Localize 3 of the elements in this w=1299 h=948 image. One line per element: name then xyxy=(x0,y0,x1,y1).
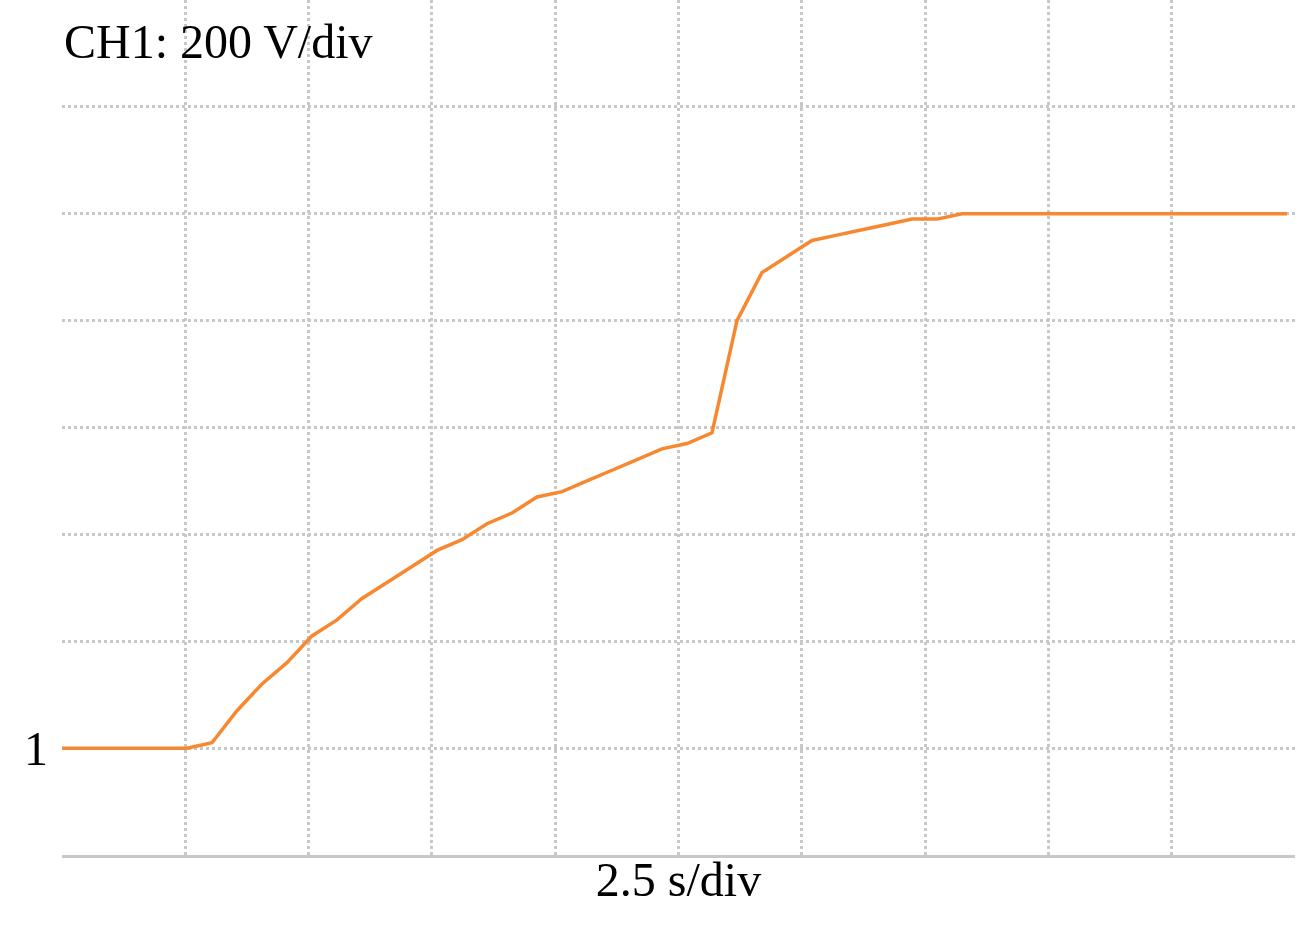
text: 1 xyxy=(24,722,48,775)
text: CH1: 200 V/div xyxy=(64,15,373,68)
x-axis-title: 2.5 s/div xyxy=(595,853,762,907)
